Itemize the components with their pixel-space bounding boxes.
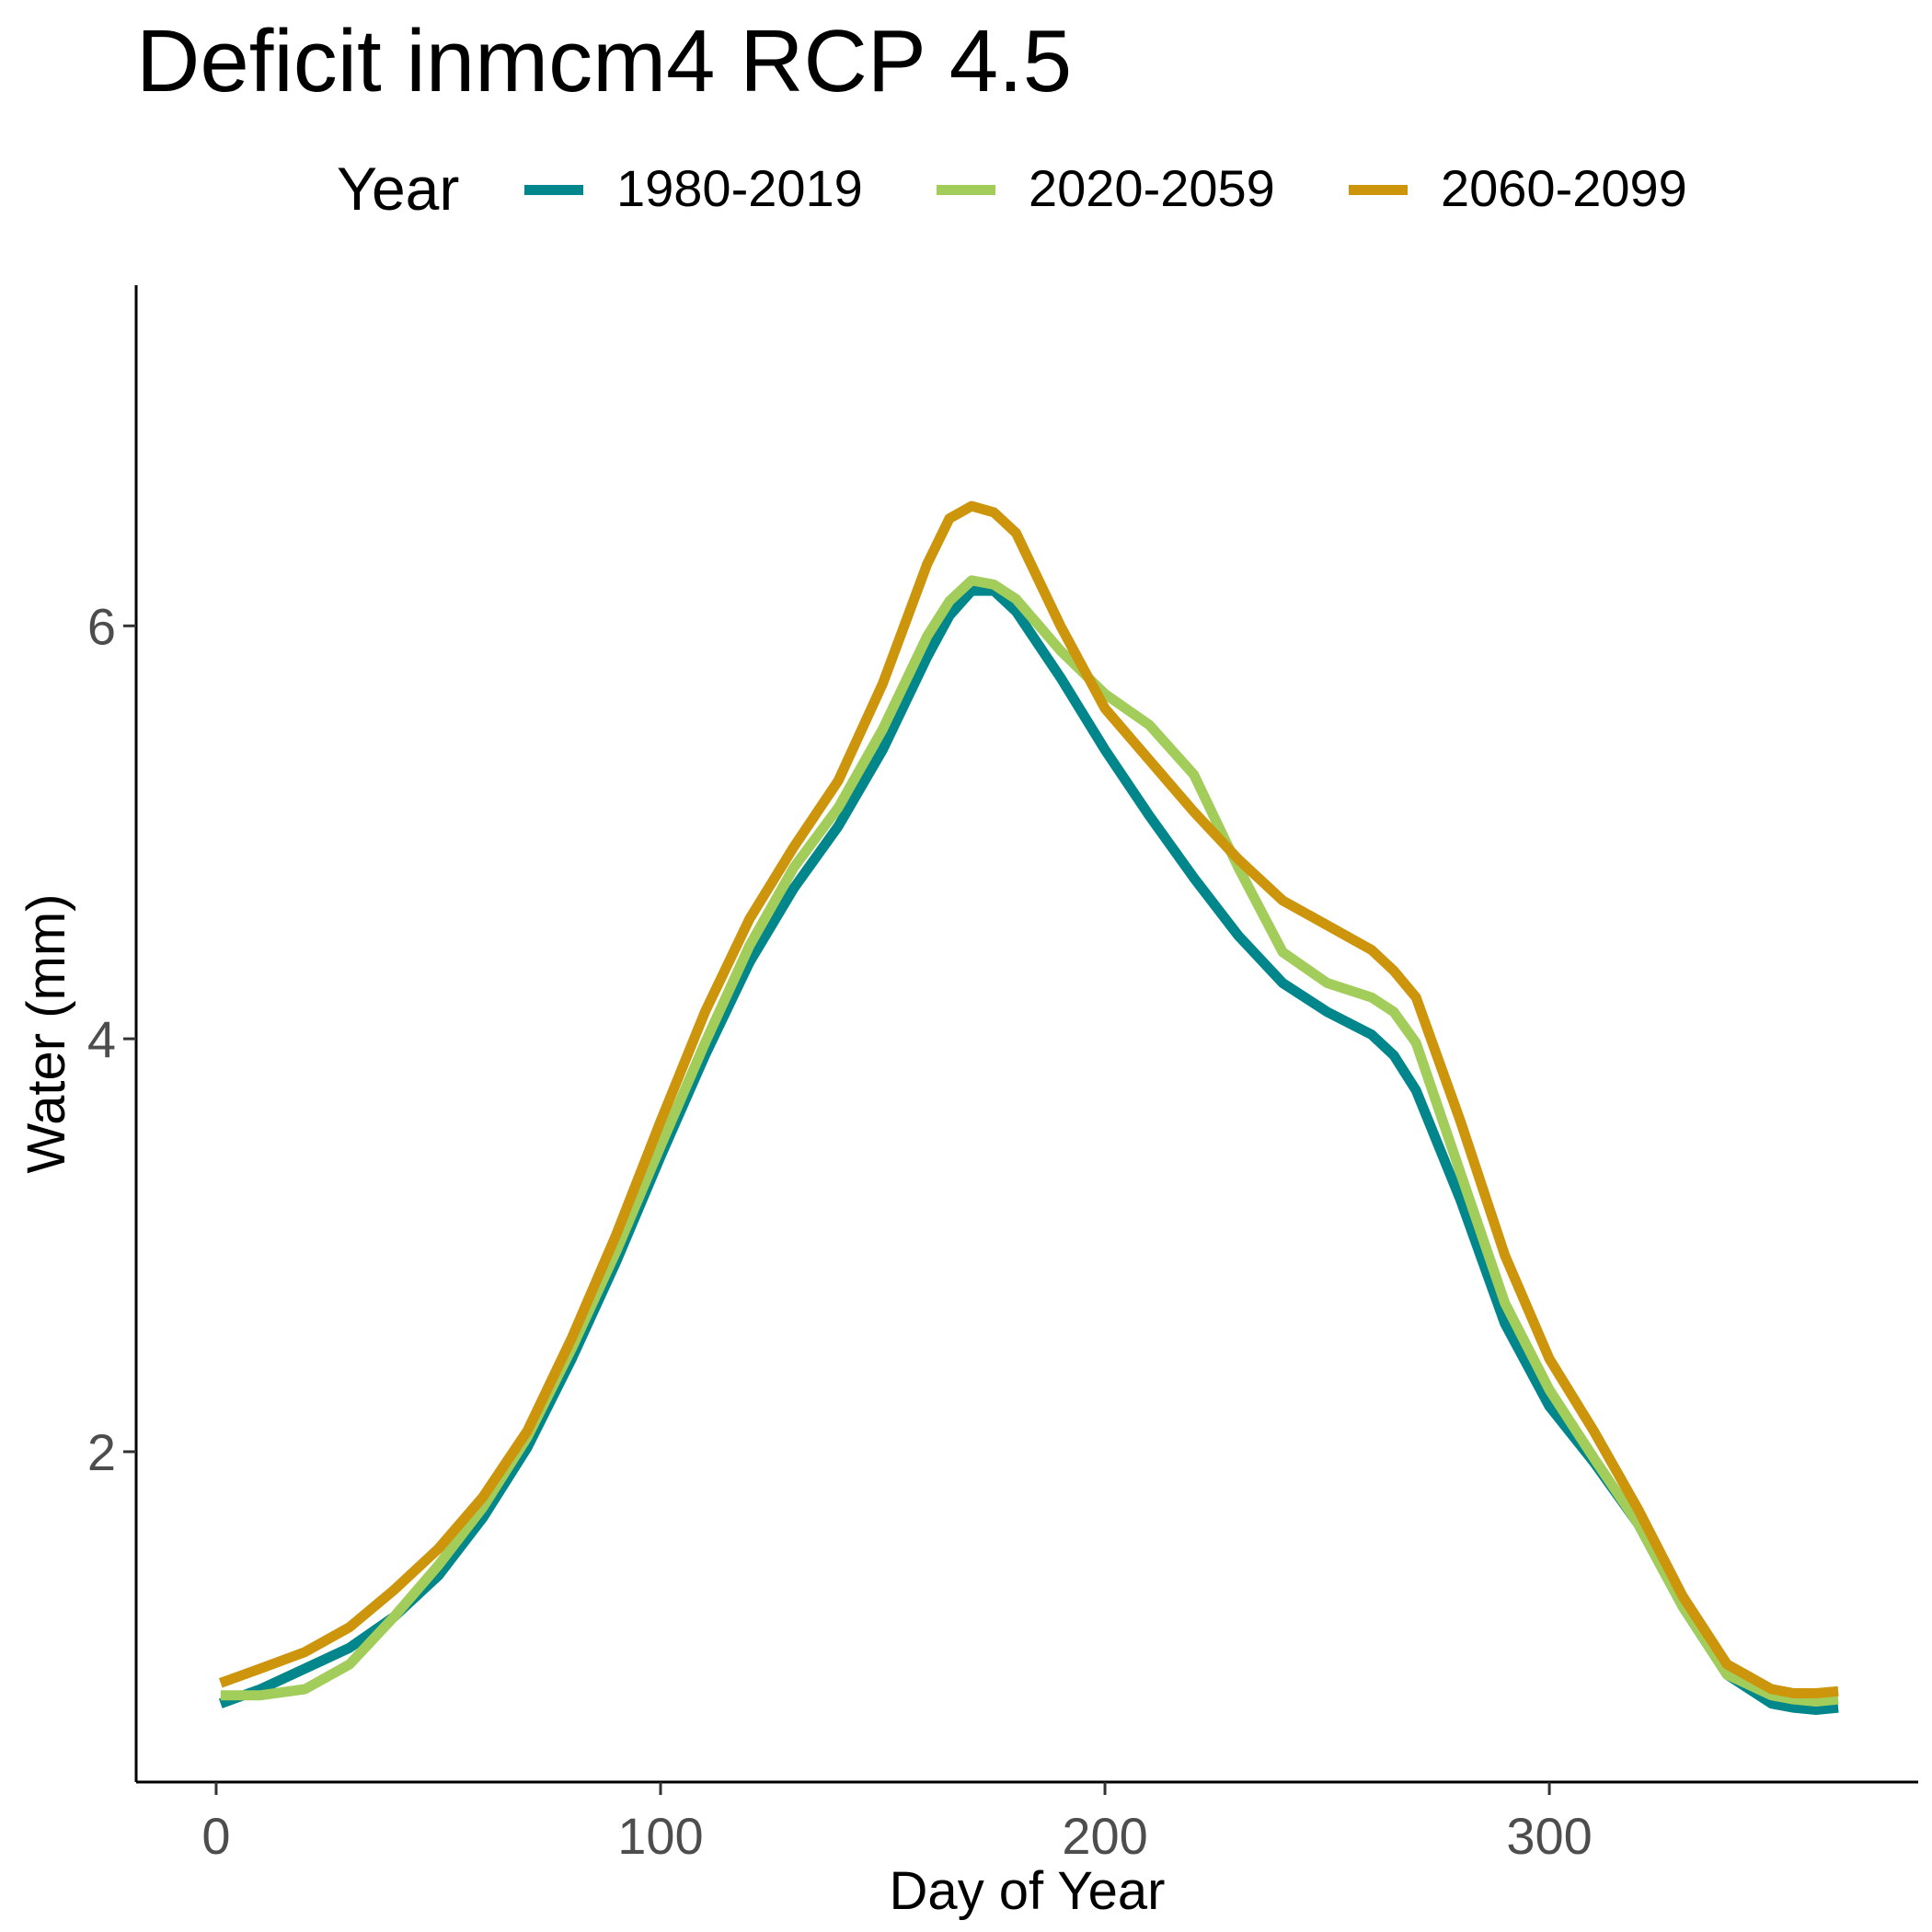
axes-layer: 0 100 200 300 2 4 6 Day of Year Water (mm)	[17, 285, 1918, 1921]
series-layer	[218, 500, 1839, 1715]
y-tick-label: 6	[87, 597, 116, 655]
legend-label: 1980-2019	[616, 159, 863, 217]
series-line-1980-2019	[218, 585, 1839, 1715]
legend-title: Year	[337, 155, 460, 223]
y-axis-title: Water (mm)	[17, 894, 76, 1174]
legend: Year 1980-2019 2020-2059 2060-2099	[0, 152, 1932, 225]
y-tick-label: 2	[87, 1423, 116, 1481]
chart-title: Deficit inmcm4 RCP 4.5	[136, 12, 1073, 110]
series-line-2020-2059	[220, 575, 1839, 1707]
x-tick-label: 200	[1062, 1807, 1147, 1865]
x-tick-label: 0	[201, 1807, 230, 1865]
legend-label: 2020-2059	[1029, 159, 1275, 217]
legend-key	[937, 185, 995, 195]
y-tick-label: 4	[87, 1010, 116, 1068]
series-line-2060-2099	[218, 500, 1839, 1698]
x-axis-title: Day of Year	[890, 1861, 1166, 1921]
legend-key	[1349, 185, 1408, 195]
legend-key	[524, 185, 583, 195]
x-tick-label: 100	[617, 1807, 703, 1865]
legend-label: 2060-2099	[1441, 159, 1687, 217]
x-tick-label: 300	[1506, 1807, 1592, 1865]
